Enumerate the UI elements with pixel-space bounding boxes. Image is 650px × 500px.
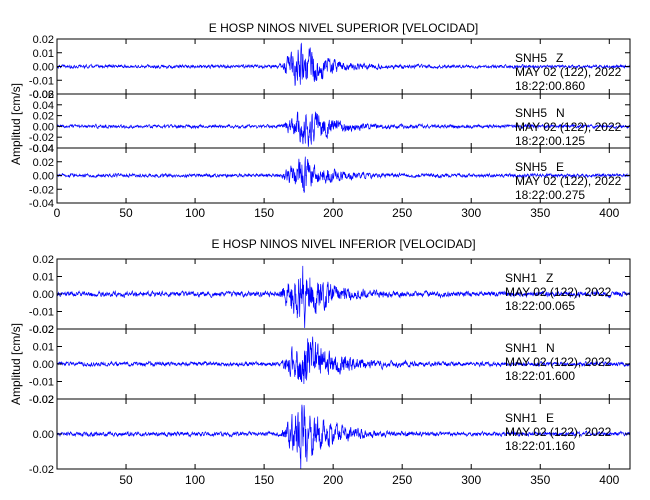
x-tick-label: 200: [323, 473, 343, 487]
record-time: 18:22:00.125: [515, 134, 585, 148]
waveform-trace: [56, 111, 631, 147]
chart-title: E HOSP NINOS NIVEL INFERIOR [VELOCIDAD]: [211, 237, 475, 251]
chart-title: E HOSP NINOS NIVEL SUPERIOR [VELOCIDAD]: [209, 21, 478, 35]
chart-group-1: E HOSP NINOS NIVEL SUPERIOR [VELOCIDAD] A…: [9, 21, 631, 220]
x-tick-label: 100: [185, 473, 205, 487]
x-tick-label: 350: [530, 473, 550, 487]
y-tick-label: 0.01: [33, 342, 54, 354]
component-label: N: [546, 341, 555, 355]
record-time: 18:22:00.275: [515, 188, 585, 202]
y-tick-label: 0.02: [33, 324, 54, 336]
component-label: Z: [546, 271, 553, 285]
waveform-trace: [56, 336, 631, 385]
waveform-trace: [56, 265, 631, 329]
x-tick-label: 250: [392, 206, 412, 220]
record-date: MAY 02 (122), 2022: [505, 425, 612, 439]
y-tick-label: -0.01: [29, 307, 54, 319]
y-tick-label: -0.04: [29, 143, 54, 155]
y-tick-label: 0.00: [33, 429, 54, 441]
record-time: 18:22:00.860: [515, 79, 585, 93]
x-tick-label: 400: [599, 206, 619, 220]
x-tick-label: 250: [392, 473, 412, 487]
y-tick-label: 0.00: [33, 289, 54, 301]
station-code: SNH5: [515, 160, 547, 174]
station-code: SNH1: [505, 271, 537, 285]
station-code: SNH5: [515, 51, 547, 65]
x-tick-label: 150: [254, 473, 274, 487]
x-tick-label: 50: [119, 473, 133, 487]
record-time: 18:22:00.065: [505, 299, 575, 313]
y-tick-label: 0.00: [33, 171, 54, 183]
y-tick-label: -0.02: [29, 464, 54, 476]
component-label: N: [556, 106, 565, 120]
x-tick-label: 50: [119, 206, 133, 220]
y-tick-label: 0.01: [33, 48, 54, 60]
waveform-trace: [56, 404, 631, 470]
y-axis-label: Amplitud [cm/s]: [9, 83, 23, 165]
component-label: Z: [556, 51, 563, 65]
y-tick-label: -0.02: [29, 394, 54, 406]
x-tick-label: 100: [185, 206, 205, 220]
y-tick-label: -0.04: [29, 198, 54, 210]
y-tick-label: 0.02: [33, 111, 54, 123]
record-time: 18:22:01.160: [505, 439, 575, 453]
y-tick-label: 0.00: [33, 121, 54, 133]
y-tick-label: -0.02: [29, 89, 54, 101]
x-tick-label: 300: [461, 206, 481, 220]
record-date: MAY 02 (122), 2022: [505, 285, 612, 299]
y-tick-label: 0.02: [33, 254, 54, 266]
waveform-trace: [56, 156, 631, 193]
y-axis-label: Amplitud [cm/s]: [9, 323, 23, 405]
y-tick-label: -0.01: [29, 75, 54, 87]
x-tick-label: 0: [54, 206, 61, 220]
record-date: MAY 02 (122), 2022: [515, 174, 622, 188]
component-label: E: [546, 411, 554, 425]
x-tick-label: 400: [599, 473, 619, 487]
y-tick-label: 0.02: [33, 394, 54, 406]
station-code: SNH1: [505, 341, 537, 355]
y-tick-label: 0.04: [33, 143, 54, 155]
y-tick-label: 0.04: [33, 100, 54, 112]
x-tick-label: 300: [461, 473, 481, 487]
y-tick-label: -0.01: [29, 377, 54, 389]
waveform-trace: [56, 42, 631, 86]
station-code: SNH5: [515, 106, 547, 120]
record-time: 18:22:01.600: [505, 369, 575, 383]
y-tick-label: 0.00: [33, 62, 54, 74]
record-date: MAY 02 (122), 2022: [505, 355, 612, 369]
y-tick-label: 0.02: [33, 34, 54, 46]
x-tick-label: 150: [254, 206, 274, 220]
record-date: MAY 02 (122), 2022: [515, 65, 622, 79]
y-tick-label: -0.02: [29, 132, 54, 144]
x-tick-label: 350: [530, 206, 550, 220]
y-tick-label: -0.02: [29, 324, 54, 336]
y-tick-label: 0.01: [33, 272, 54, 284]
component-label: E: [556, 160, 564, 174]
record-date: MAY 02 (122), 2022: [515, 120, 622, 134]
x-tick-label: 200: [323, 206, 343, 220]
y-tick-label: 0.00: [33, 359, 54, 371]
y-tick-label: 0.06: [33, 89, 54, 101]
chart-group-2: E HOSP NINOS NIVEL INFERIOR [VELOCIDAD] A…: [9, 237, 631, 487]
station-code: SNH1: [505, 411, 537, 425]
y-tick-label: 0.02: [33, 157, 54, 169]
y-tick-label: -0.02: [29, 184, 54, 196]
